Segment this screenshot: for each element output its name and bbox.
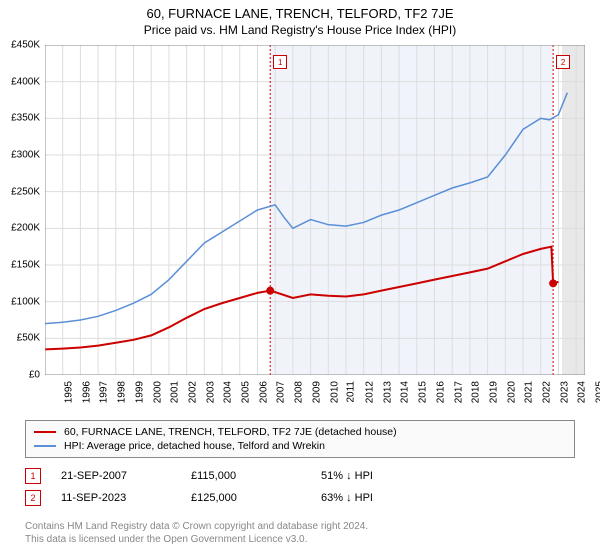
x-axis-label: 1996 — [81, 381, 92, 403]
footnote-line2: This data is licensed under the Open Gov… — [25, 533, 575, 546]
y-axis-label: £50K — [0, 333, 40, 344]
chart-marker: 2 — [556, 55, 570, 69]
x-axis-label: 2003 — [205, 381, 216, 403]
y-axis-label: £350K — [0, 113, 40, 124]
x-axis-label: 2020 — [506, 381, 517, 403]
marker-price: £115,000 — [191, 470, 321, 482]
x-axis-label: 2010 — [329, 381, 340, 403]
x-axis-label: 2021 — [524, 381, 535, 403]
x-axis-label: 2005 — [240, 381, 251, 403]
x-axis-label: 2012 — [364, 381, 375, 403]
marker-pct: 51% ↓ HPI — [321, 470, 451, 482]
x-axis-label: 1998 — [116, 381, 127, 403]
y-axis-label: £100K — [0, 296, 40, 307]
legend: 60, FURNACE LANE, TRENCH, TELFORD, TF2 7… — [25, 420, 575, 458]
x-axis-label: 2022 — [541, 381, 552, 403]
x-axis-label: 2025 — [594, 381, 600, 403]
marker-id-box: 1 — [25, 468, 41, 484]
legend-label: HPI: Average price, detached house, Telf… — [64, 440, 325, 452]
chart-marker: 1 — [273, 55, 287, 69]
marker-date: 11-SEP-2023 — [61, 492, 191, 504]
marker-id-box: 2 — [25, 490, 41, 506]
x-axis-label: 2006 — [258, 381, 269, 403]
y-axis-label: £0 — [0, 370, 40, 381]
x-axis-label: 1995 — [63, 381, 74, 403]
y-axis-label: £200K — [0, 223, 40, 234]
x-axis-label: 2011 — [346, 381, 357, 403]
legend-item: HPI: Average price, detached house, Telf… — [34, 439, 566, 453]
page-title: 60, FURNACE LANE, TRENCH, TELFORD, TF2 7… — [0, 0, 600, 21]
y-axis-label: £150K — [0, 260, 40, 271]
markers-table: 1 21-SEP-2007£115,00051% ↓ HPI 2 11-SEP-202… — [25, 465, 575, 509]
x-axis-label: 1997 — [99, 381, 110, 403]
y-axis-label: £250K — [0, 186, 40, 197]
marker-price: £125,000 — [191, 492, 321, 504]
x-axis-label: 2023 — [559, 381, 570, 403]
x-axis-label: 2016 — [435, 381, 446, 403]
footnote: Contains HM Land Registry data © Crown c… — [25, 520, 575, 546]
legend-swatch — [34, 431, 56, 433]
marker-date: 21-SEP-2007 — [61, 470, 191, 482]
line-chart — [45, 45, 585, 375]
footnote-line1: Contains HM Land Registry data © Crown c… — [25, 520, 575, 533]
y-axis-label: £300K — [0, 150, 40, 161]
marker-row: 1 21-SEP-2007£115,00051% ↓ HPI — [25, 465, 575, 487]
x-axis-label: 2024 — [577, 381, 588, 403]
marker-row: 2 11-SEP-2023£125,00063% ↓ HPI — [25, 487, 575, 509]
legend-label: 60, FURNACE LANE, TRENCH, TELFORD, TF2 7… — [64, 426, 397, 438]
x-axis-label: 2014 — [400, 381, 411, 403]
legend-swatch — [34, 445, 56, 447]
page-subtitle: Price paid vs. HM Land Registry's House … — [0, 21, 600, 41]
x-axis-label: 2004 — [223, 381, 234, 403]
x-axis-label: 2013 — [382, 381, 393, 403]
x-axis-label: 2007 — [276, 381, 287, 403]
legend-item: 60, FURNACE LANE, TRENCH, TELFORD, TF2 7… — [34, 425, 566, 439]
x-axis-label: 2009 — [311, 381, 322, 403]
x-axis-label: 2019 — [488, 381, 499, 403]
y-axis-label: £400K — [0, 76, 40, 87]
x-axis-label: 2000 — [152, 381, 163, 403]
x-axis-label: 2018 — [470, 381, 481, 403]
x-axis-label: 2001 — [169, 381, 180, 403]
x-axis-label: 2015 — [417, 381, 428, 403]
y-axis-label: £450K — [0, 40, 40, 51]
marker-pct: 63% ↓ HPI — [321, 492, 451, 504]
x-axis-label: 2017 — [453, 381, 464, 403]
x-axis-label: 2008 — [293, 381, 304, 403]
chart-area: £0£50K£100K£150K£200K£250K£300K£350K£400… — [45, 45, 585, 375]
x-axis-label: 2002 — [187, 381, 198, 403]
x-axis-label: 1999 — [134, 381, 145, 403]
